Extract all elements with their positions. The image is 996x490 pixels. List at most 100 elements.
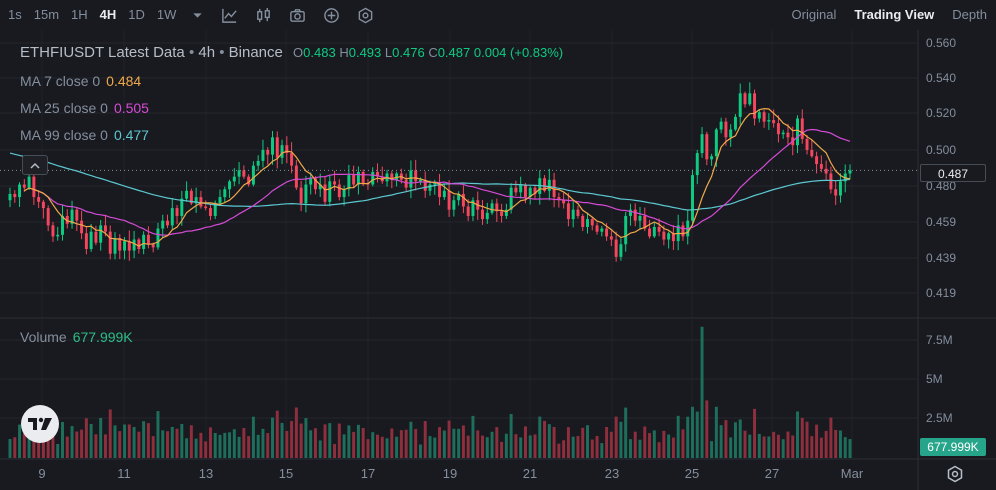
candle-body: [829, 173, 833, 190]
legend-low-label: L: [384, 45, 393, 60]
volume-bar: [838, 430, 842, 458]
candle-body: [691, 175, 694, 221]
volume-axis-label: 2.5M: [926, 411, 953, 425]
timeframe-15m[interactable]: 15m: [33, 7, 60, 22]
price-axis-label: 0.560: [926, 36, 956, 50]
tradingview-logo[interactable]: [21, 405, 59, 443]
price-axis-label: 0.480: [926, 179, 956, 193]
volume-bar: [118, 431, 122, 458]
volume-bar: [285, 430, 289, 458]
volume-bar: [705, 400, 709, 458]
volume-bar: [428, 436, 432, 458]
volume-bar: [796, 411, 799, 458]
legend-low: 0.476: [392, 45, 425, 60]
volume-bar: [504, 433, 508, 458]
timeframe-1s[interactable]: 1s: [8, 7, 22, 22]
candle-body: [242, 170, 246, 177]
time-axis-label: 17: [361, 466, 375, 481]
volume-bar: [757, 433, 761, 458]
volume-bar: [848, 439, 852, 458]
ma25-legend[interactable]: MA 25 close 0 0.505: [20, 100, 149, 116]
candle-body: [495, 203, 499, 212]
volume-bar: [8, 439, 12, 458]
volume-bar: [676, 415, 680, 458]
candle-body: [285, 145, 289, 154]
time-axis-label: 27: [765, 466, 779, 481]
candle-type-icon[interactable]: [246, 0, 280, 30]
volume-bar: [485, 437, 489, 458]
candle-body: [361, 171, 365, 183]
volume-bar: [819, 437, 823, 458]
volume-bar: [304, 418, 308, 458]
volume-bar: [18, 424, 22, 458]
volume-bar: [161, 430, 165, 458]
candle-body: [27, 176, 31, 188]
candle-body: [347, 175, 351, 190]
view-tab-trading-view[interactable]: Trading View: [854, 7, 935, 22]
view-tab-depth[interactable]: Depth: [952, 7, 987, 22]
volume-bar: [605, 427, 609, 458]
volume-bar: [452, 428, 456, 458]
chart-settings-icon[interactable]: [946, 465, 964, 483]
volume-bar: [476, 430, 480, 458]
legend-interval: 4h: [198, 44, 216, 61]
view-tab-original[interactable]: Original: [791, 7, 837, 22]
timeframe-1h[interactable]: 1H: [71, 7, 88, 22]
price-axis-label: 0.419: [926, 286, 956, 300]
candle-body: [504, 209, 508, 216]
candle-body: [523, 184, 527, 198]
price-chart[interactable]: 0.560 0.540 0.520 0.500 0.480 0.459 0.439 0.419…: [0, 30, 996, 490]
volume-bar: [65, 436, 69, 458]
candle-body: [395, 173, 399, 180]
volume-bar: [562, 440, 566, 458]
candle-body: [80, 220, 84, 234]
candle-body: [213, 203, 217, 216]
camera-icon[interactable]: [280, 0, 314, 30]
candle-body: [681, 225, 685, 237]
candle-body: [466, 206, 470, 216]
candle-body: [438, 182, 442, 198]
collapse-legend-button[interactable]: [22, 155, 48, 175]
volume-bar: [724, 420, 728, 458]
chevron-down-icon[interactable]: [182, 0, 212, 30]
volume-bar: [275, 410, 279, 458]
candle-body: [815, 156, 819, 165]
plus-icon[interactable]: [314, 0, 348, 30]
candle-body: [729, 129, 733, 138]
volume-bar: [232, 429, 236, 458]
indicator-icon[interactable]: [212, 0, 246, 30]
ma7-legend[interactable]: MA 7 close 0 0.484: [20, 73, 141, 89]
candle-body: [84, 233, 88, 249]
candle-body: [638, 215, 642, 221]
candle-body: [848, 170, 852, 174]
volume-bar: [294, 407, 298, 458]
volume-bar: [800, 417, 804, 458]
candle-body: [772, 120, 776, 124]
volume-bar: [834, 429, 838, 458]
tv-logo-icon: [28, 417, 52, 430]
volume-bar: [414, 429, 418, 458]
volume-bar: [753, 408, 757, 458]
timeframe-4h[interactable]: 4H: [99, 7, 117, 22]
volume-bar: [127, 424, 131, 458]
volume-bar: [108, 409, 112, 458]
legend-high-label: H: [339, 45, 349, 60]
volume-bar: [791, 435, 795, 458]
volume-bar: [714, 406, 718, 458]
volume-bar: [581, 427, 585, 458]
ma99-legend[interactable]: MA 99 close 0 0.477: [20, 127, 149, 143]
candle-body: [452, 200, 456, 210]
timeframe-1w[interactable]: 1W: [156, 7, 177, 22]
settings-hex-icon[interactable]: [348, 0, 382, 30]
candle-body: [333, 181, 337, 185]
candle-body: [805, 138, 809, 150]
time-axis-label: 15: [279, 466, 293, 481]
chart-legend: ETHFIUSDT Latest Data • 4h • Binance O0.…: [20, 44, 563, 61]
volume-bar: [352, 431, 356, 458]
volume-bar: [37, 440, 41, 458]
volume-bar: [466, 435, 470, 458]
candle-body: [442, 190, 446, 198]
timeframe-1d[interactable]: 1D: [128, 7, 145, 22]
volume-bar: [700, 326, 704, 458]
candle-body: [461, 193, 465, 207]
